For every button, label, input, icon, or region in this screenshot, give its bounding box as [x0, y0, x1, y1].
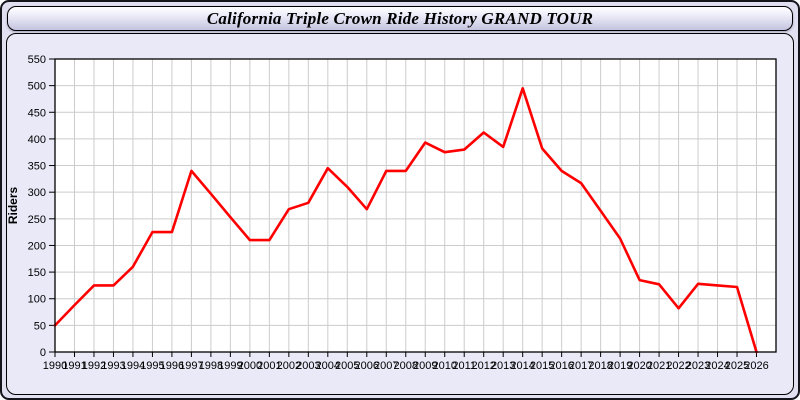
- y-tick-label: 500: [28, 81, 46, 93]
- x-tick-label: 2008: [394, 360, 418, 372]
- plot-area: [55, 59, 776, 352]
- x-tick-label: 1998: [199, 360, 223, 372]
- x-tick-label: 2014: [510, 360, 534, 372]
- riders-series-line: [53, 87, 758, 354]
- x-tick-label: 2010: [432, 360, 456, 372]
- x-axis: 1990199119921993199419951996199719981999…: [43, 352, 769, 372]
- x-tick-label: 2013: [491, 360, 515, 372]
- x-tick-label: 1990: [43, 360, 67, 372]
- x-tick-label: 1997: [179, 360, 203, 372]
- x-tick-label: 2022: [666, 360, 690, 372]
- y-tick-label: 100: [28, 294, 46, 306]
- y-tick-label: 450: [28, 107, 46, 119]
- chart-title: California Triple Crown Ride History GRA…: [206, 8, 594, 28]
- y-tick-label: 150: [28, 267, 46, 279]
- x-tick-label: 2006: [355, 360, 379, 372]
- x-tick-label: 2001: [257, 360, 281, 372]
- y-tick-label: 250: [28, 214, 46, 226]
- x-tick-label: 2026: [744, 360, 768, 372]
- x-tick-label: 2021: [647, 360, 671, 372]
- x-tick-label: 1993: [101, 360, 125, 372]
- x-tick-label: 1992: [82, 360, 106, 372]
- x-tick-label: 2016: [549, 360, 573, 372]
- x-tick-label: 2023: [686, 360, 710, 372]
- y-tick-label: 300: [28, 187, 46, 199]
- y-tick-label: 550: [28, 54, 46, 66]
- x-tick-label: 2007: [374, 360, 398, 372]
- x-tick-label: 1999: [218, 360, 242, 372]
- x-tick-label: 2002: [277, 360, 301, 372]
- x-tick-label: 2020: [627, 360, 651, 372]
- x-tick-label: 2012: [471, 360, 495, 372]
- x-tick-label: 2000: [238, 360, 262, 372]
- x-tick-label: 1991: [62, 360, 86, 372]
- x-tick-label: 2003: [296, 360, 320, 372]
- gridlines: [55, 59, 776, 352]
- x-tick-label: 2004: [316, 360, 340, 372]
- x-tick-label: 2017: [569, 360, 593, 372]
- x-tick-label: 2011: [452, 360, 476, 372]
- x-tick-label: 1994: [121, 360, 145, 372]
- plot-border: [54, 58, 777, 353]
- x-tick-label: 1996: [160, 360, 184, 372]
- x-tick-label: 2025: [725, 360, 749, 372]
- y-tick-label: 0: [40, 347, 46, 359]
- x-tick-label: 1995: [140, 360, 164, 372]
- x-tick-label: 2024: [705, 360, 729, 372]
- x-tick-label: 2019: [608, 360, 632, 372]
- chart-title-bar: California Triple Crown Ride History GRA…: [7, 6, 793, 31]
- y-tick-label: 400: [28, 134, 46, 146]
- y-tick-label: 200: [28, 240, 46, 252]
- x-tick-label: 2015: [530, 360, 554, 372]
- y-axis: 0 50 100 150 200 250 300 350 400 450 500 550: [28, 54, 55, 359]
- y-tick-label: 50: [34, 320, 46, 332]
- x-tick-label: 2018: [588, 360, 612, 372]
- x-tick-label: 2009: [413, 360, 437, 372]
- y-tick-label: 350: [28, 161, 46, 173]
- y-axis-title: Riders: [6, 187, 20, 225]
- x-tick-label: 2005: [335, 360, 359, 372]
